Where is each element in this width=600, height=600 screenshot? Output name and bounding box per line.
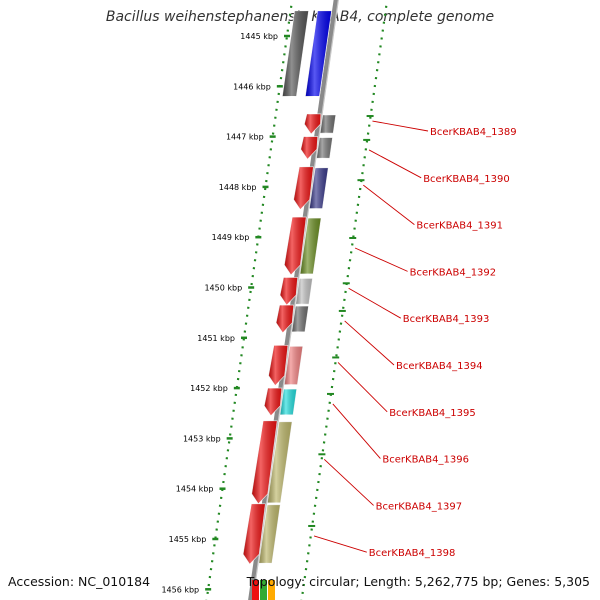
outer-dotted-line [300, 0, 389, 600]
kbp-tick-label: 1454 kbp [176, 485, 214, 494]
gene-label-leader [372, 120, 429, 132]
gene-arrow-shade [300, 136, 318, 160]
gene-label[interactable]: BcerKBAB4_1396 [382, 455, 469, 466]
gene-arrow-shade [284, 217, 307, 275]
gene-arrow-shade [280, 277, 298, 306]
gene-arrow-shade [293, 166, 314, 210]
kbp-tick-label: 1453 kbp [183, 434, 221, 443]
kbp-tick-label: 1449 kbp [212, 233, 250, 242]
feature-track [252, 10, 332, 600]
gene-track [242, 113, 337, 565]
gene-label-leader [354, 247, 408, 272]
genome-summary-text: Topology: circular; Length: 5,262,775 bp… [246, 574, 590, 589]
gene-label-leader [313, 535, 367, 553]
gene-label-leader [332, 403, 381, 459]
gene-arrow-shade [243, 503, 266, 565]
kbp-tick-label: 1451 kbp [197, 334, 235, 343]
kbp-tick-label: 1450 kbp [204, 284, 242, 293]
gene-arrow-shade [264, 388, 282, 416]
bottom-feature-fragment [260, 580, 267, 600]
gene-arrow-shade [251, 420, 278, 504]
gene-arrow-shade [304, 113, 321, 135]
gene-label-leader [323, 458, 374, 506]
cds-bar-shade [258, 504, 281, 564]
gene-label-leader [344, 320, 395, 366]
cds-bar-shade [280, 389, 297, 415]
bottom-feature-fragment [252, 580, 259, 600]
gene-labels: BcerKBAB4_1389 BcerKBAB4_1390 BcerKBAB4_13… [313, 120, 517, 559]
ruler-dotted-line [205, 0, 294, 600]
backbone-highlight [252, 0, 339, 600]
cds-bar-shade [291, 306, 309, 332]
gene-label[interactable]: BcerKBAB4_1392 [410, 267, 497, 278]
gene-label[interactable]: BcerKBAB4_1389 [430, 127, 517, 138]
accession-text: Accession: NC_010184 [8, 574, 151, 589]
kbp-tick-label: 1455 kbp [169, 535, 207, 544]
gene-arrow-shade [268, 345, 288, 386]
cds-bar-shade [309, 167, 329, 209]
kbp-tick-label: 1447 kbp [226, 133, 264, 142]
gene-label[interactable]: BcerKBAB4_1395 [389, 408, 476, 419]
gene-label-leader [337, 362, 388, 413]
gene-label[interactable]: BcerKBAB4_1397 [376, 501, 463, 512]
gene-label[interactable]: BcerKBAB4_1391 [416, 221, 503, 232]
kbp-tick-label: 1452 kbp [190, 384, 228, 393]
cds-bar-shade [295, 278, 313, 305]
gene-label[interactable]: BcerKBAB4_1390 [423, 174, 510, 185]
cds-bar-shade [267, 421, 293, 503]
gene-label[interactable]: BcerKBAB4_1393 [403, 314, 490, 325]
gene-label-leader [348, 287, 402, 319]
cds-bar-shade [284, 346, 303, 385]
gene-label-leader [363, 184, 415, 225]
gene-label[interactable]: BcerKBAB4_1394 [396, 361, 483, 372]
kbp-tick-label: 1445 kbp [240, 32, 278, 41]
kbp-tick-label: 1456 kbp [161, 585, 199, 594]
kbp-tick-label: 1448 kbp [219, 183, 257, 192]
kbp-tick-label: 1446 kbp [233, 82, 271, 91]
grey-feature-bar-shade [282, 10, 309, 97]
cds-bar-shade [320, 114, 336, 134]
gene-label[interactable]: BcerKBAB4_1398 [369, 548, 456, 559]
blue-feature-bar-shade [305, 10, 332, 97]
cds-bar-shade [300, 218, 322, 274]
kbp-ruler: 1445 kbp 1446 kbp 1447 kbp 1448 kbp 1449 kbp… [161, 0, 389, 600]
gene-label-leader [368, 149, 422, 179]
bottom-feature-fragment [268, 580, 275, 600]
cds-bar-shade [316, 137, 333, 159]
gene-arrow-shade [276, 305, 294, 333]
